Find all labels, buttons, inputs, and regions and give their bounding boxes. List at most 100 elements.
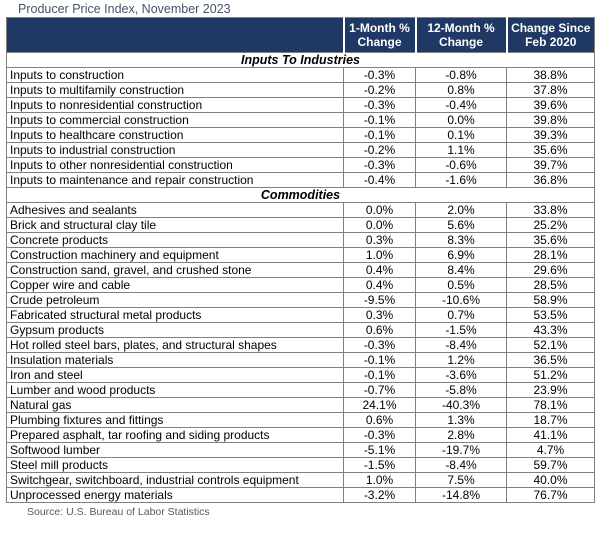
- table-row: Switchgear, switchboard, industrial cont…: [6, 472, 595, 488]
- row-value: 0.6%: [343, 412, 416, 428]
- table-row: Inputs to construction -0.3% -0.8% 38.8%: [6, 67, 595, 83]
- row-label: Plumbing fixtures and fittings: [6, 412, 344, 428]
- row-label: Insulation materials: [6, 352, 344, 368]
- row-value: 7.5%: [415, 472, 507, 488]
- row-label: Gypsum products: [6, 322, 344, 338]
- row-value: -3.6%: [415, 367, 507, 383]
- row-value: -0.3%: [343, 427, 416, 443]
- row-value: -0.3%: [343, 97, 416, 113]
- table-row: Prepared asphalt, tar roofing and siding…: [6, 427, 595, 443]
- section-title: Commodities: [6, 187, 595, 203]
- row-value: -1.6%: [415, 172, 507, 188]
- row-value: 39.7%: [506, 157, 595, 173]
- row-value: -0.8%: [415, 67, 507, 83]
- row-label: Softwood lumber: [6, 442, 344, 458]
- row-value: -19.7%: [415, 442, 507, 458]
- row-value: 0.3%: [343, 307, 416, 323]
- row-value: 0.3%: [343, 232, 416, 248]
- header-12-month-change: 12-Month % Change: [414, 17, 507, 53]
- row-value: 38.8%: [506, 67, 595, 83]
- row-value: 0.6%: [343, 322, 416, 338]
- table-row: Insulation materials -0.1% 1.2% 36.5%: [6, 352, 595, 368]
- table-row: Natural gas 24.1% -40.3% 78.1%: [6, 397, 595, 413]
- row-value: 25.2%: [506, 217, 595, 233]
- section-row: Commodities: [6, 187, 595, 203]
- row-value: 29.6%: [506, 262, 595, 278]
- row-value: -0.1%: [343, 367, 416, 383]
- table-row: Inputs to industrial construction -0.2% 1.…: [6, 142, 595, 158]
- table-row: Crude petroleum -9.5% -10.6% 58.9%: [6, 292, 595, 308]
- row-value: 53.5%: [506, 307, 595, 323]
- row-value: -10.6%: [415, 292, 507, 308]
- row-value: 1.3%: [415, 412, 507, 428]
- table-row: Construction sand, gravel, and crushed s…: [6, 262, 595, 278]
- row-value: 2.8%: [415, 427, 507, 443]
- row-value: 0.1%: [415, 127, 507, 143]
- table-row: Hot rolled steel bars, plates, and struc…: [6, 337, 595, 353]
- table-row: Construction machinery and equipment 1.0%…: [6, 247, 595, 263]
- row-label: Inputs to multifamily construction: [6, 82, 344, 98]
- table-row: Adhesives and sealants 0.0% 2.0% 33.8%: [6, 202, 595, 218]
- row-value: -8.4%: [415, 457, 507, 473]
- table-row: Inputs to maintenance and repair constru…: [6, 172, 595, 188]
- row-value: -1.5%: [343, 457, 416, 473]
- row-value: -0.2%: [343, 82, 416, 98]
- row-value: 0.7%: [415, 307, 507, 323]
- table-row: Steel mill products -1.5% -8.4% 59.7%: [6, 457, 595, 473]
- row-value: -9.5%: [343, 292, 416, 308]
- row-value: 36.5%: [506, 352, 595, 368]
- row-value: -0.4%: [343, 172, 416, 188]
- table-row: Unprocessed energy materials -3.2% -14.8% 7…: [6, 487, 595, 503]
- row-label: Brick and structural clay tile: [6, 217, 344, 233]
- row-value: 78.1%: [506, 397, 595, 413]
- row-value: -0.4%: [415, 97, 507, 113]
- header-1-month-change: 1-Month % Change: [342, 17, 416, 53]
- row-value: 28.1%: [506, 247, 595, 263]
- row-label: Inputs to construction: [6, 67, 344, 83]
- row-label: Iron and steel: [6, 367, 344, 383]
- row-label: Unprocessed energy materials: [6, 487, 344, 503]
- row-value: 41.1%: [506, 427, 595, 443]
- table-row: Iron and steel -0.1% -3.6% 51.2%: [6, 367, 595, 383]
- row-label: Lumber and wood products: [6, 382, 344, 398]
- row-value: -0.3%: [343, 157, 416, 173]
- row-value: 52.1%: [506, 337, 595, 353]
- row-value: 0.5%: [415, 277, 507, 293]
- row-label: Inputs to maintenance and repair constru…: [6, 172, 344, 188]
- row-value: 39.3%: [506, 127, 595, 143]
- row-label: Prepared asphalt, tar roofing and siding…: [6, 427, 344, 443]
- row-value: 0.0%: [415, 112, 507, 128]
- row-label: Inputs to nonresidential construction: [6, 97, 344, 113]
- row-value: 24.1%: [343, 397, 416, 413]
- row-value: 35.6%: [506, 142, 595, 158]
- source-note: Source: U.S. Bureau of Labor Statistics: [27, 506, 210, 518]
- row-value: 8.4%: [415, 262, 507, 278]
- row-value: 0.0%: [343, 217, 416, 233]
- section-row: Inputs To Industries: [6, 52, 595, 68]
- table-row: Brick and structural clay tile 0.0% 5.6% 25…: [6, 217, 595, 233]
- row-value: 0.4%: [343, 277, 416, 293]
- row-value: 37.8%: [506, 82, 595, 98]
- row-value: 39.8%: [506, 112, 595, 128]
- row-value: 18.7%: [506, 412, 595, 428]
- row-value: -0.1%: [343, 127, 416, 143]
- row-value: 2.0%: [415, 202, 507, 218]
- row-value: 1.1%: [415, 142, 507, 158]
- row-value: -3.2%: [343, 487, 416, 503]
- row-value: 4.7%: [506, 442, 595, 458]
- row-label: Switchgear, switchboard, industrial cont…: [6, 472, 344, 488]
- table-row: Gypsum products 0.6% -1.5% 43.3%: [6, 322, 595, 338]
- row-value: -0.3%: [343, 67, 416, 83]
- row-value: 76.7%: [506, 487, 595, 503]
- table-row: Copper wire and cable 0.4% 0.5% 28.5%: [6, 277, 595, 293]
- row-label: Hot rolled steel bars, plates, and struc…: [6, 337, 344, 353]
- header-change-since-feb-2020: Change Since Feb 2020: [505, 17, 595, 53]
- row-value: 36.8%: [506, 172, 595, 188]
- row-value: 1.2%: [415, 352, 507, 368]
- row-value: -0.7%: [343, 382, 416, 398]
- row-label: Copper wire and cable: [6, 277, 344, 293]
- row-label: Fabricated structural metal products: [6, 307, 344, 323]
- table-row: Inputs to multifamily construction -0.2% 0…: [6, 82, 595, 98]
- row-value: 1.0%: [343, 247, 416, 263]
- table-row: Plumbing fixtures and fittings 0.6% 1.3% 18…: [6, 412, 595, 428]
